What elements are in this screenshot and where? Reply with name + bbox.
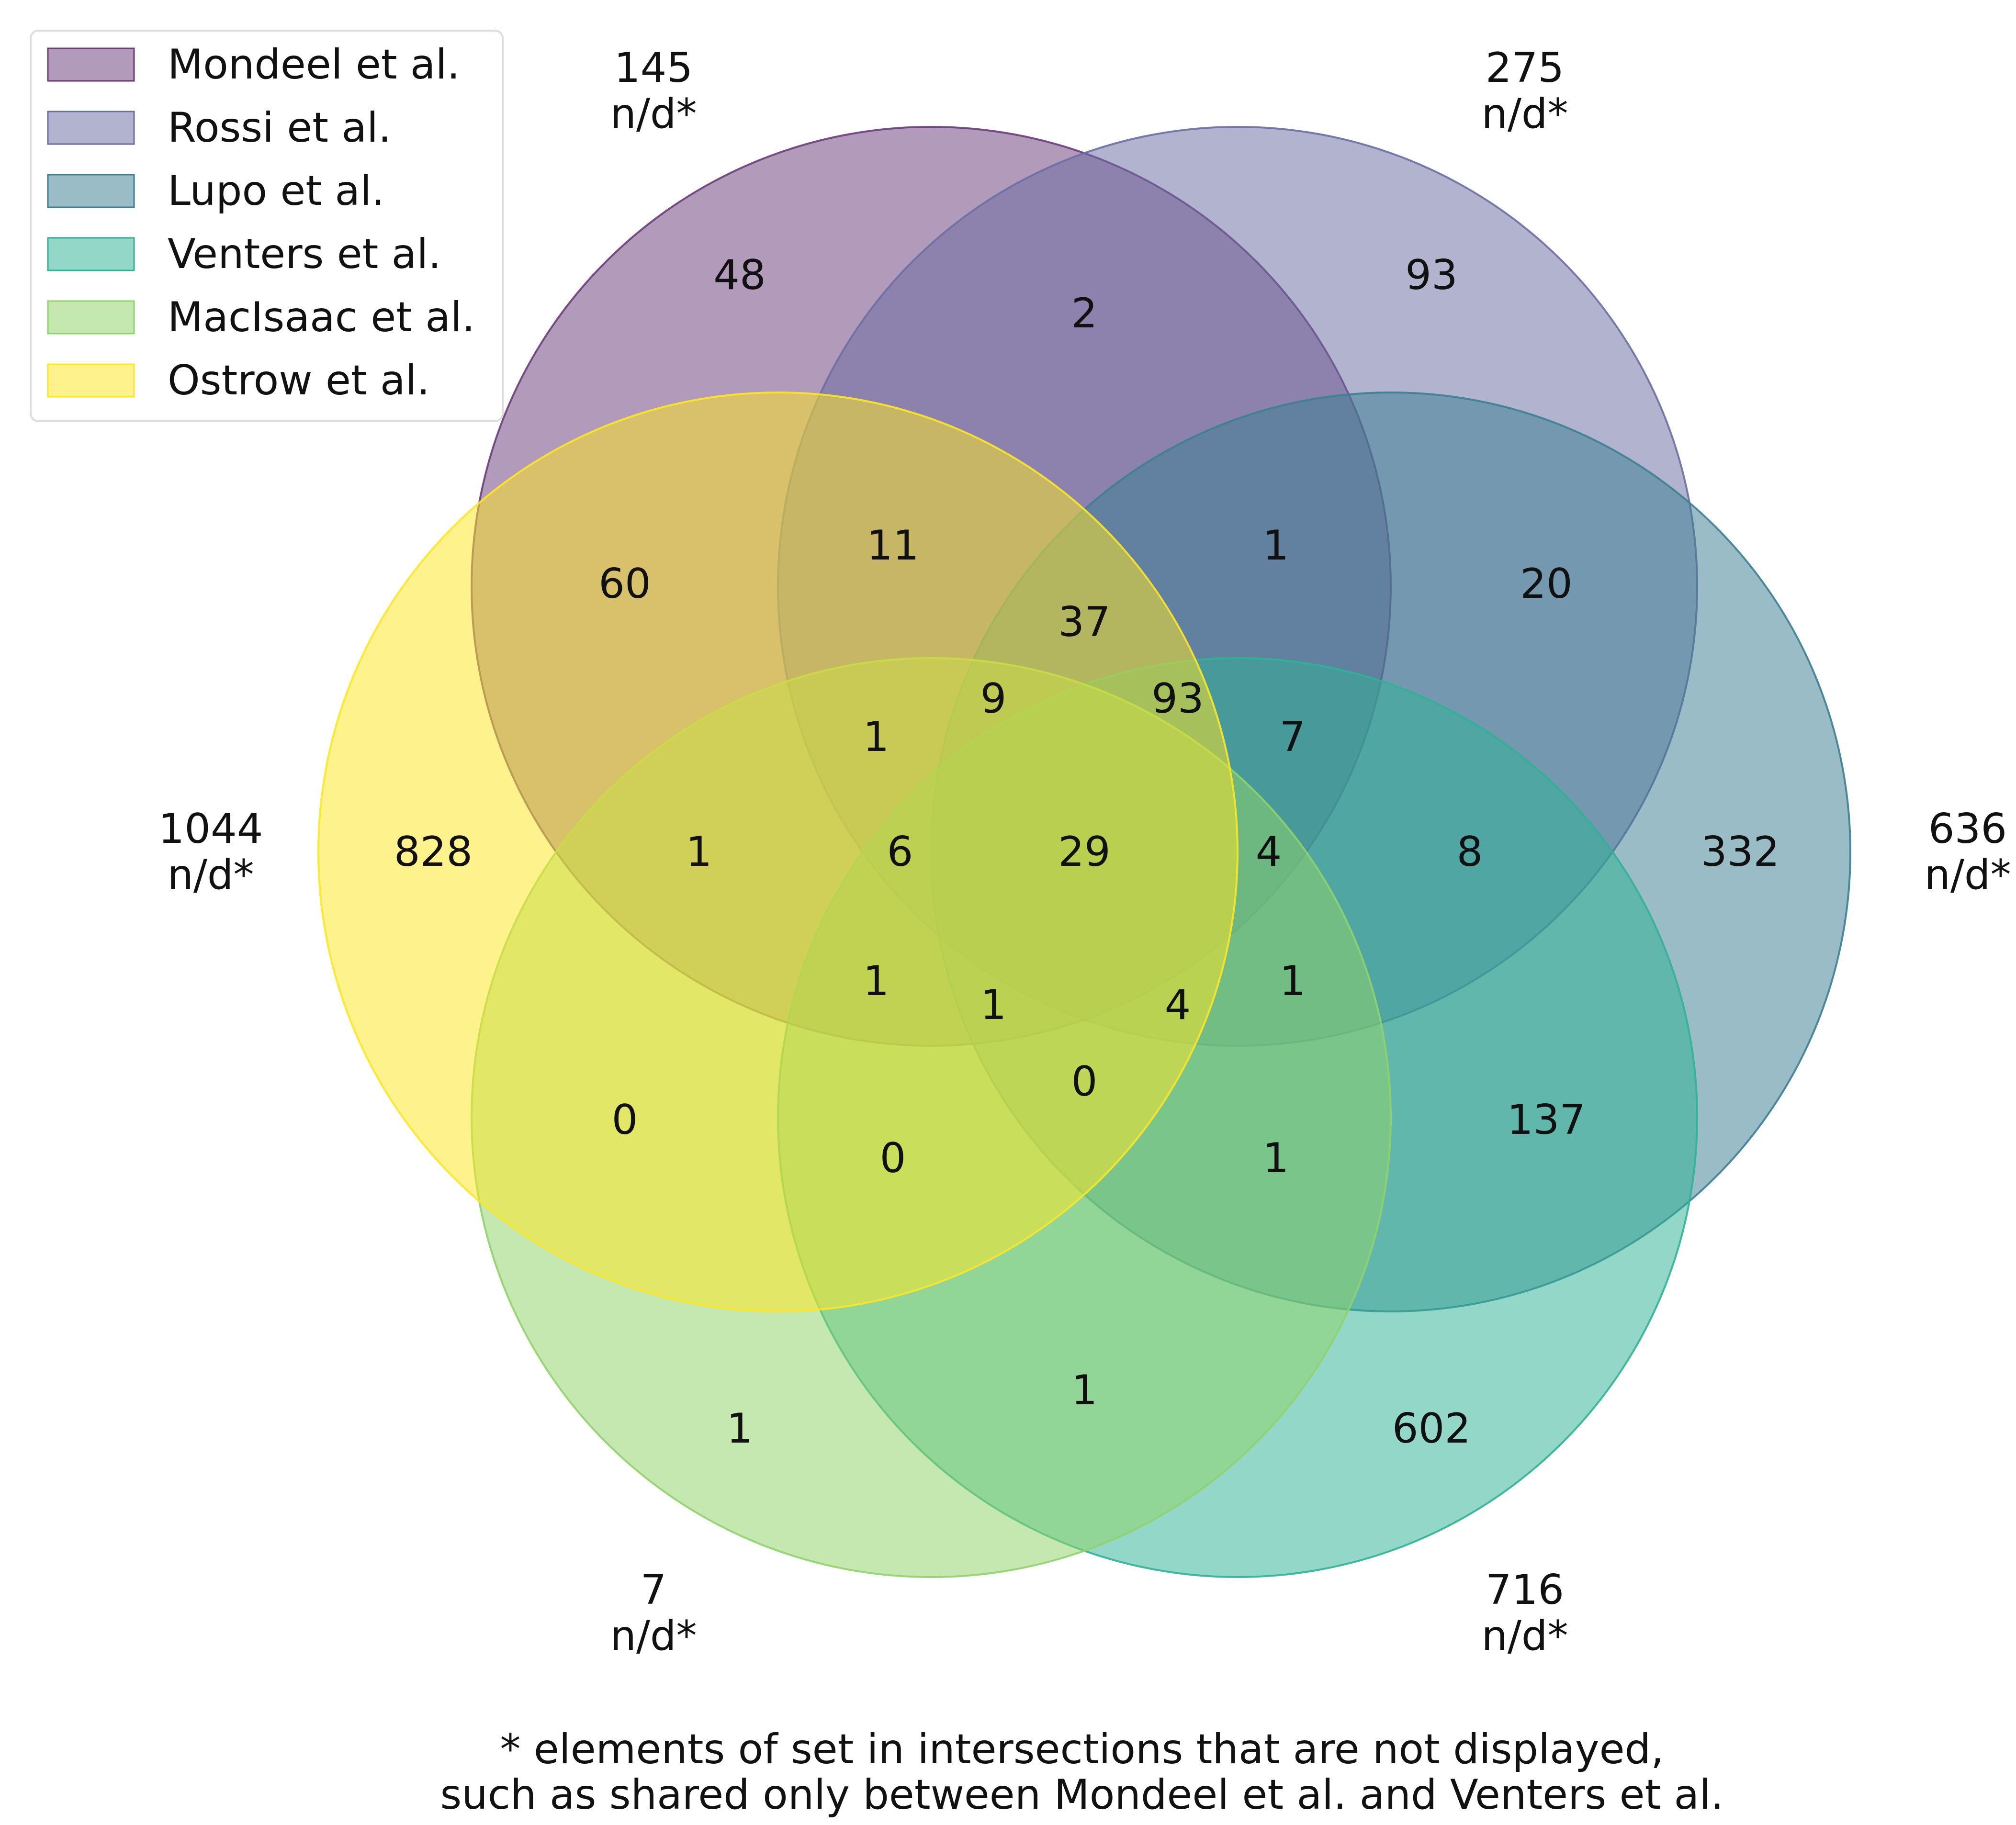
region-label: 332 — [1701, 828, 1779, 876]
region-label: 1 — [1263, 1134, 1289, 1182]
region-label: 9 — [980, 675, 1007, 723]
region-label: 93 — [1151, 675, 1204, 723]
set-totals: 145n/d*275n/d*636n/d*716n/d*7n/d*1044n/d… — [158, 44, 2011, 1660]
set-total-note-mondeel-et-al: n/d* — [610, 90, 697, 138]
region-label: 137 — [1507, 1096, 1586, 1144]
set-total-lupo-et-al: 636 — [1928, 805, 2007, 853]
region-label: 1 — [863, 713, 890, 761]
legend-swatch-lupo-et-al — [47, 174, 135, 208]
legend-label-ostrow-et-al: Ostrow et al. — [168, 357, 430, 404]
region-label: 20 — [1520, 560, 1572, 608]
region-label: 4 — [1165, 981, 1191, 1029]
region-label: 1 — [1280, 957, 1306, 1005]
region-label: 6 — [887, 828, 913, 876]
circle-ostrow-et-al — [317, 392, 1239, 1312]
set-total-note-venters-et-al: n/d* — [1481, 1612, 1568, 1660]
legend-swatch-venters-et-al — [47, 237, 135, 271]
region-label: 4 — [1256, 828, 1282, 876]
legend-label-mondeel-et-al: Mondeel et al. — [168, 41, 460, 89]
legend-frame — [30, 30, 504, 422]
region-label: 2 — [1071, 290, 1098, 337]
region-label: 602 — [1392, 1405, 1471, 1453]
region-label: 11 — [867, 522, 919, 570]
legend-label-macisaac-et-al: MacIsaac et al. — [168, 293, 475, 341]
region-label: 828 — [394, 828, 473, 876]
legend-label-rossi-et-al: Rossi et al. — [168, 104, 391, 152]
region-label: 37 — [1058, 598, 1110, 646]
region-label: 1 — [686, 828, 712, 876]
region-label: 29 — [1058, 828, 1110, 876]
legend-label-venters-et-al: Venters et al. — [168, 230, 441, 278]
region-label: 7 — [1280, 713, 1306, 761]
footnote-line-1: * elements of set in intersections that … — [500, 1725, 1664, 1773]
legend-swatch-macisaac-et-al — [47, 300, 135, 335]
set-total-rossi-et-al: 275 — [1486, 44, 1564, 92]
region-label: 1 — [980, 981, 1007, 1029]
region-label: 0 — [1071, 1058, 1098, 1106]
region-label: 8 — [1457, 828, 1483, 876]
set-total-macisaac-et-al: 7 — [641, 1566, 667, 1614]
region-label: 0 — [612, 1096, 638, 1144]
set-total-venters-et-al: 716 — [1486, 1566, 1564, 1614]
region-label: 60 — [598, 560, 651, 608]
legend-swatch-ostrow-et-al — [47, 363, 135, 398]
region-label: 0 — [880, 1134, 906, 1182]
legend-swatch-mondeel-et-al — [47, 47, 135, 82]
set-total-ostrow-et-al: 1044 — [158, 805, 263, 853]
region-label: 1 — [727, 1405, 753, 1453]
set-total-note-macisaac-et-al: n/d* — [610, 1612, 697, 1660]
footnote-line-2: such as shared only between Mondeel et a… — [440, 1771, 1724, 1819]
region-label: 1 — [863, 957, 890, 1005]
region-label: 48 — [713, 251, 766, 299]
legend-label-lupo-et-al: Lupo et al. — [168, 167, 384, 215]
legend-swatch-rossi-et-al — [47, 111, 135, 145]
set-circles — [317, 126, 1851, 1578]
region-label: 93 — [1405, 251, 1457, 299]
set-total-mondeel-et-al: 145 — [614, 44, 693, 92]
region-label: 1 — [1263, 522, 1289, 570]
footnote: * elements of set in intersections that … — [440, 1725, 1724, 1819]
set-total-note-lupo-et-al: n/d* — [1924, 851, 2011, 899]
region-label: 1 — [1071, 1366, 1098, 1414]
legend: Mondeel et al. Rossi et al. Lupo et al. Ven… — [30, 30, 504, 422]
set-total-note-ostrow-et-al: n/d* — [167, 851, 254, 899]
set-total-note-rossi-et-al: n/d* — [1481, 90, 1568, 138]
